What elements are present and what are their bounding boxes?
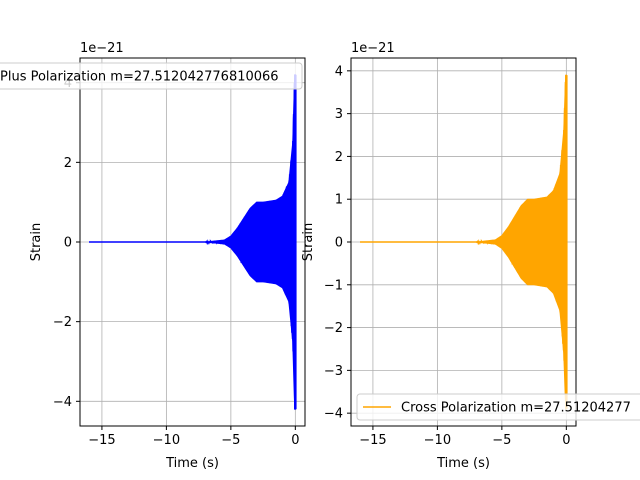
cross-y-tick-label: 1	[335, 193, 343, 208]
cross-x-tick-label: −5	[492, 433, 511, 448]
cross-y-tick-label: −2	[324, 321, 343, 336]
plus-y-axis-label: Strain	[29, 223, 44, 262]
cross-legend: Cross Polarization m=27.51204277	[356, 393, 640, 421]
cross-x-tick-label: −10	[424, 433, 451, 448]
cross-series-layer	[360, 74, 568, 410]
plus-legend-box	[0, 62, 303, 90]
plus-y-tick-label: 2	[64, 156, 72, 171]
plus-x-axis-label: Time (s)	[165, 456, 219, 471]
cross-y-ticks: −4 −3 −2 −1 0 1 2 3 4	[324, 64, 351, 422]
cross-y-tick-label: 3	[335, 107, 343, 122]
cross-y-tick-label: −1	[324, 278, 343, 293]
plus-y-tick-label: −2	[53, 315, 72, 330]
cross-y-tick-label: −3	[324, 364, 343, 379]
plus-y-tick-label: −4	[53, 395, 72, 410]
cross-x-tick-label: 0	[562, 433, 570, 448]
plus-x-tick-label: −15	[88, 433, 115, 448]
plus-series-layer	[89, 74, 297, 410]
plus-x-tick-label: −10	[153, 433, 180, 448]
cross-x-tick-label: −15	[359, 433, 386, 448]
cross-y-tick-label: 2	[335, 150, 343, 165]
plus-x-ticks: −15 −10 −5 0	[88, 426, 299, 448]
plus-polarization-axes: −15−10−50 −4−2024 1e−21 Time (s) Strain …	[0, 41, 306, 471]
cross-y-tick-label: 4	[335, 64, 343, 79]
plus-y-ticks: −4−2024	[53, 76, 80, 410]
plus-offset-label: 1e−21	[80, 41, 124, 56]
plus-legend-label: Plus Polarization m=27.512042776810066	[0, 70, 279, 85]
plus-x-tick-label: −5	[221, 433, 240, 448]
cross-x-ticks: −15 −10 −5 0	[359, 426, 570, 448]
cross-legend-box	[356, 393, 640, 421]
plus-x-tick-label: 0	[291, 433, 299, 448]
plus-y-tick-label: 0	[64, 236, 72, 251]
cross-offset-label: 1e−21	[351, 41, 395, 56]
plus-legend: Plus Polarization m=27.512042776810066	[0, 62, 303, 90]
cross-x-axis-label: Time (s)	[436, 456, 490, 471]
cross-legend-label: Cross Polarization m=27.51204277	[401, 401, 631, 416]
cross-y-axis-label: Strain	[301, 223, 316, 262]
cross-y-tick-label: −4	[324, 407, 343, 422]
cross-y-tick-label: 0	[335, 236, 343, 251]
